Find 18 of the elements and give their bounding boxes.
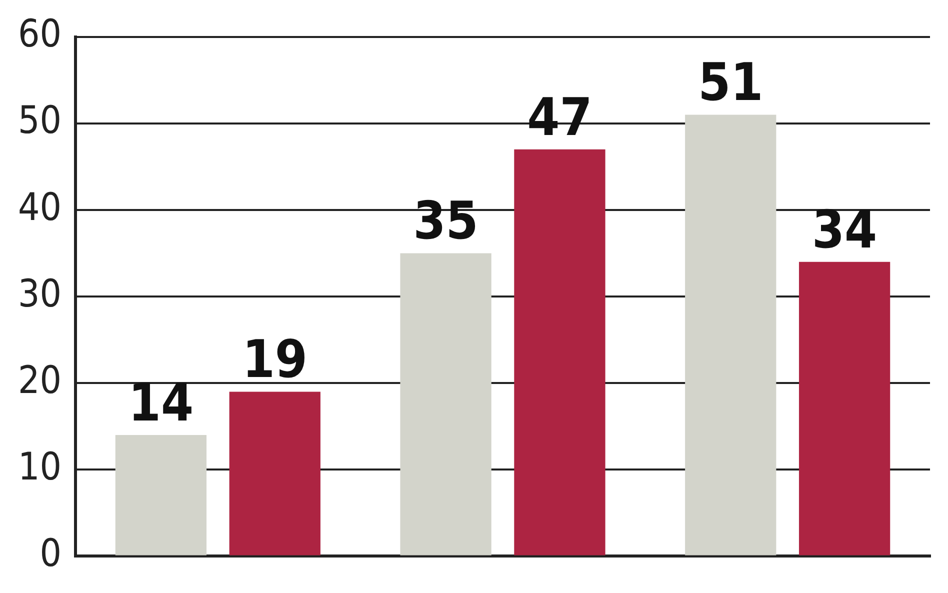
- bar: [685, 114, 776, 556]
- y-tick-label: 50: [18, 98, 62, 142]
- data-label: 34: [812, 200, 878, 260]
- bar: [514, 149, 606, 556]
- data-label: 19: [242, 330, 308, 390]
- y-tick-label: 0: [40, 531, 62, 576]
- y-tick-label: 10: [18, 444, 62, 489]
- y-tick-label: 30: [18, 271, 62, 316]
- data-label: 35: [413, 192, 478, 252]
- data-label: 51: [698, 53, 764, 114]
- y-tick-label: 20: [18, 358, 62, 402]
- bar: [400, 253, 492, 556]
- y-tick-label: 40: [18, 184, 62, 229]
- y-tick-label: 60: [18, 12, 62, 56]
- bar: [115, 435, 207, 556]
- bar: [229, 392, 320, 556]
- data-label: 14: [128, 374, 194, 434]
- bar: [798, 262, 890, 556]
